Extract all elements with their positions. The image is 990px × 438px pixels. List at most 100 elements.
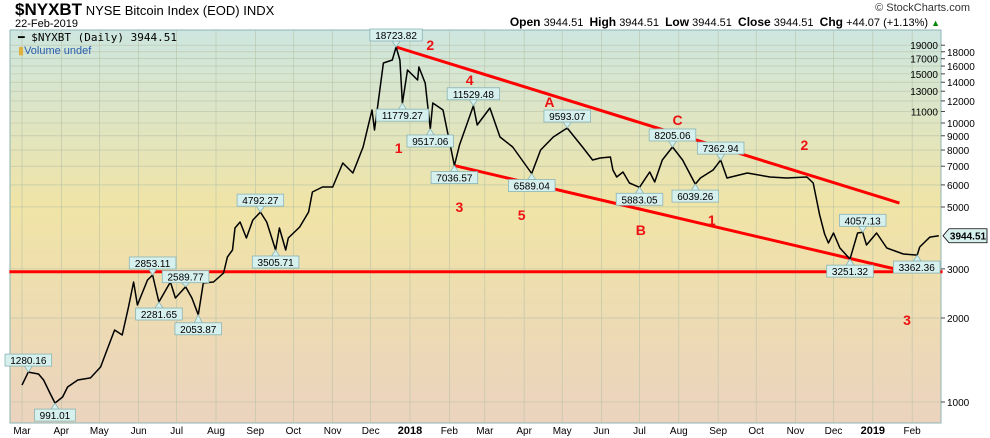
x-tick-label: Mar — [13, 426, 31, 437]
legend-series: ━ $NYXBT (Daily) 3944.51 — [18, 32, 177, 44]
callout-box — [648, 128, 697, 142]
wave-label: 3 — [456, 199, 464, 215]
legend-volume: ▮Volume undef — [18, 45, 91, 57]
callout-label: 6589.04 — [514, 182, 551, 193]
callout-label: 9517.06 — [412, 137, 449, 148]
x-tick-label: May — [90, 426, 109, 437]
callout-label: 11779.27 — [382, 111, 423, 122]
callout-label: 2589.77 — [167, 273, 204, 284]
callout-box — [671, 189, 720, 203]
x-tick-label: Aug — [670, 426, 688, 437]
callout-box — [838, 213, 887, 227]
y-tick-label: 19000 — [910, 41, 938, 52]
callout-label: 4057.13 — [845, 216, 882, 227]
y-tick-label: 18000 — [947, 48, 975, 59]
x-tick-label: Oct — [286, 426, 302, 437]
callout-label: 6039.26 — [677, 192, 714, 203]
callout-box — [236, 193, 285, 207]
callout-box — [161, 270, 210, 284]
callout-label: 2281.65 — [141, 310, 178, 321]
callout-label: 8205.06 — [654, 131, 691, 142]
callout-box — [128, 256, 177, 270]
callout-label: 1280.16 — [10, 356, 47, 367]
wave-label: 2 — [426, 37, 434, 53]
wave-label: 1 — [708, 212, 716, 228]
x-tick-label: Jun — [593, 426, 609, 437]
index-name: NYSE Bitcoin Index (EOD) — [85, 3, 240, 18]
wave-label: 5 — [518, 207, 526, 223]
x-tick-label: Jun — [131, 426, 147, 437]
callout-box — [826, 264, 874, 278]
callout-box — [174, 322, 222, 336]
callout-label: 4792.27 — [242, 196, 279, 207]
callout-box — [406, 134, 454, 148]
x-tick-label: Feb — [904, 426, 922, 437]
callout-box — [251, 255, 300, 269]
y-tick-label: 6000 — [947, 181, 970, 192]
y-tick-label: 9000 — [947, 132, 970, 143]
x-tick-label: May — [553, 426, 572, 437]
chart-date: 22-Feb-2019 — [15, 18, 78, 30]
open-label: Open — [509, 15, 541, 29]
high-label: High — [589, 15, 617, 29]
y-tick-label: 14000 — [947, 78, 975, 89]
x-tick-label: Oct — [748, 426, 764, 437]
x-tick-label: Nov — [324, 426, 342, 437]
y-tick-label: 17000 — [910, 55, 938, 66]
trendline-upper-channel — [395, 45, 900, 205]
close-value: 3944.51 — [773, 17, 814, 29]
callout-box — [696, 141, 745, 155]
callout-box — [508, 179, 556, 192]
x-tick-label: 2018 — [398, 425, 422, 437]
x-tick-label: Nov — [787, 426, 805, 437]
x-tick-label: Apr — [54, 426, 70, 437]
wave-label: 4 — [466, 72, 474, 88]
wave-label: 2 — [800, 137, 808, 153]
last-value-tag — [942, 228, 988, 244]
chg-value: +44.07 (+1.13%) — [846, 17, 929, 29]
close-label: Close — [738, 15, 771, 29]
brand-watermark: © StockCharts.com — [875, 2, 970, 14]
callout-label: 11529.48 — [453, 90, 494, 101]
price-series-line — [21, 46, 939, 404]
low-value: 3944.51 — [692, 17, 732, 29]
high-value: 3944.51 — [619, 17, 659, 29]
open-value: 3944.51 — [543, 17, 584, 29]
wave-label: 1 — [395, 140, 403, 156]
callout-label: 7036.57 — [436, 174, 473, 185]
y-tick-label: 10000 — [947, 119, 975, 130]
last-value-label: 3944.51 — [950, 232, 987, 243]
y-tick-label: 13000 — [910, 87, 938, 98]
x-tick-label: Sep — [246, 426, 264, 437]
chg-label: Chg — [819, 15, 843, 29]
y-tick-label: 12000 — [947, 97, 975, 108]
volume-bars-icon: ▮ — [18, 45, 25, 57]
wave-label: A — [544, 94, 554, 110]
y-tick-label: 2000 — [947, 314, 970, 325]
y-tick-label: 7000 — [947, 162, 970, 173]
x-tick-label: Apr — [516, 426, 532, 437]
legend-series-label: $NYXBT (Daily) 3944.51 — [31, 31, 177, 44]
x-tick-label: Dec — [825, 426, 843, 437]
x-tick-label: Mar — [476, 426, 494, 437]
callout-label: 991.01 — [40, 411, 71, 422]
callout-box — [34, 408, 76, 422]
legend-line-icon: ━ — [18, 31, 25, 44]
up-arrow-icon: ▲ — [931, 18, 940, 28]
low-label: Low — [665, 15, 690, 29]
callout-box — [543, 109, 591, 123]
chart-title: $NYXBT NYSE Bitcoin Index (EOD) INDX — [15, 0, 274, 19]
y-tick-label: 1000 — [947, 398, 970, 409]
wave-label: B — [636, 222, 646, 238]
y-tick-label: 3000 — [947, 265, 970, 276]
callout-label: 5883.05 — [621, 195, 658, 206]
wave-label: 3 — [903, 312, 911, 328]
symbol: $NYXBT — [15, 0, 83, 19]
callout-box — [4, 353, 53, 367]
x-tick-label: Aug — [207, 426, 225, 437]
callout-label: 2853.11 — [135, 259, 171, 270]
callout-label: 3251.32 — [832, 267, 869, 278]
callout-label: 3505.71 — [258, 258, 295, 269]
x-tick-label: Jul — [633, 426, 646, 437]
